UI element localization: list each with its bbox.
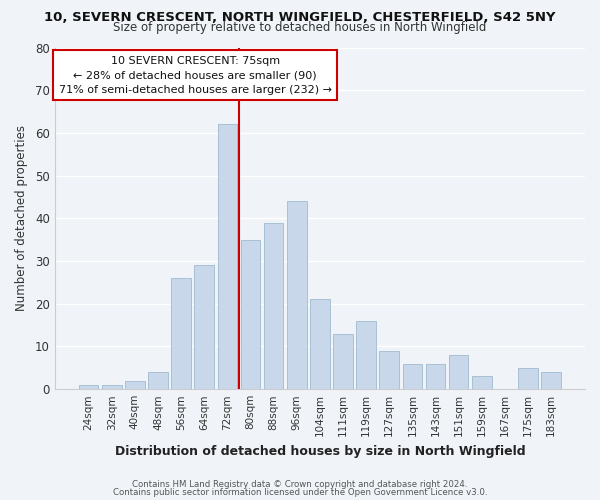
Bar bbox=[379, 350, 399, 389]
Bar bbox=[148, 372, 168, 389]
Bar bbox=[125, 380, 145, 389]
Bar bbox=[264, 222, 283, 389]
Bar bbox=[333, 334, 353, 389]
Bar bbox=[403, 364, 422, 389]
Bar bbox=[194, 266, 214, 389]
Bar bbox=[541, 372, 561, 389]
Y-axis label: Number of detached properties: Number of detached properties bbox=[15, 126, 28, 312]
Text: 10 SEVERN CRESCENT: 75sqm
← 28% of detached houses are smaller (90)
71% of semi-: 10 SEVERN CRESCENT: 75sqm ← 28% of detac… bbox=[59, 56, 332, 95]
Bar bbox=[102, 385, 122, 389]
Bar bbox=[79, 385, 98, 389]
Bar bbox=[472, 376, 491, 389]
Bar bbox=[425, 364, 445, 389]
X-axis label: Distribution of detached houses by size in North Wingfield: Distribution of detached houses by size … bbox=[115, 444, 525, 458]
Text: Size of property relative to detached houses in North Wingfield: Size of property relative to detached ho… bbox=[113, 21, 487, 34]
Bar bbox=[310, 300, 329, 389]
Bar bbox=[449, 355, 469, 389]
Bar bbox=[287, 202, 307, 389]
Bar bbox=[218, 124, 237, 389]
Bar bbox=[171, 278, 191, 389]
Text: Contains public sector information licensed under the Open Government Licence v3: Contains public sector information licen… bbox=[113, 488, 487, 497]
Bar bbox=[518, 368, 538, 389]
Text: 10, SEVERN CRESCENT, NORTH WINGFIELD, CHESTERFIELD, S42 5NY: 10, SEVERN CRESCENT, NORTH WINGFIELD, CH… bbox=[44, 11, 556, 24]
Bar bbox=[241, 240, 260, 389]
Text: Contains HM Land Registry data © Crown copyright and database right 2024.: Contains HM Land Registry data © Crown c… bbox=[132, 480, 468, 489]
Bar bbox=[356, 321, 376, 389]
